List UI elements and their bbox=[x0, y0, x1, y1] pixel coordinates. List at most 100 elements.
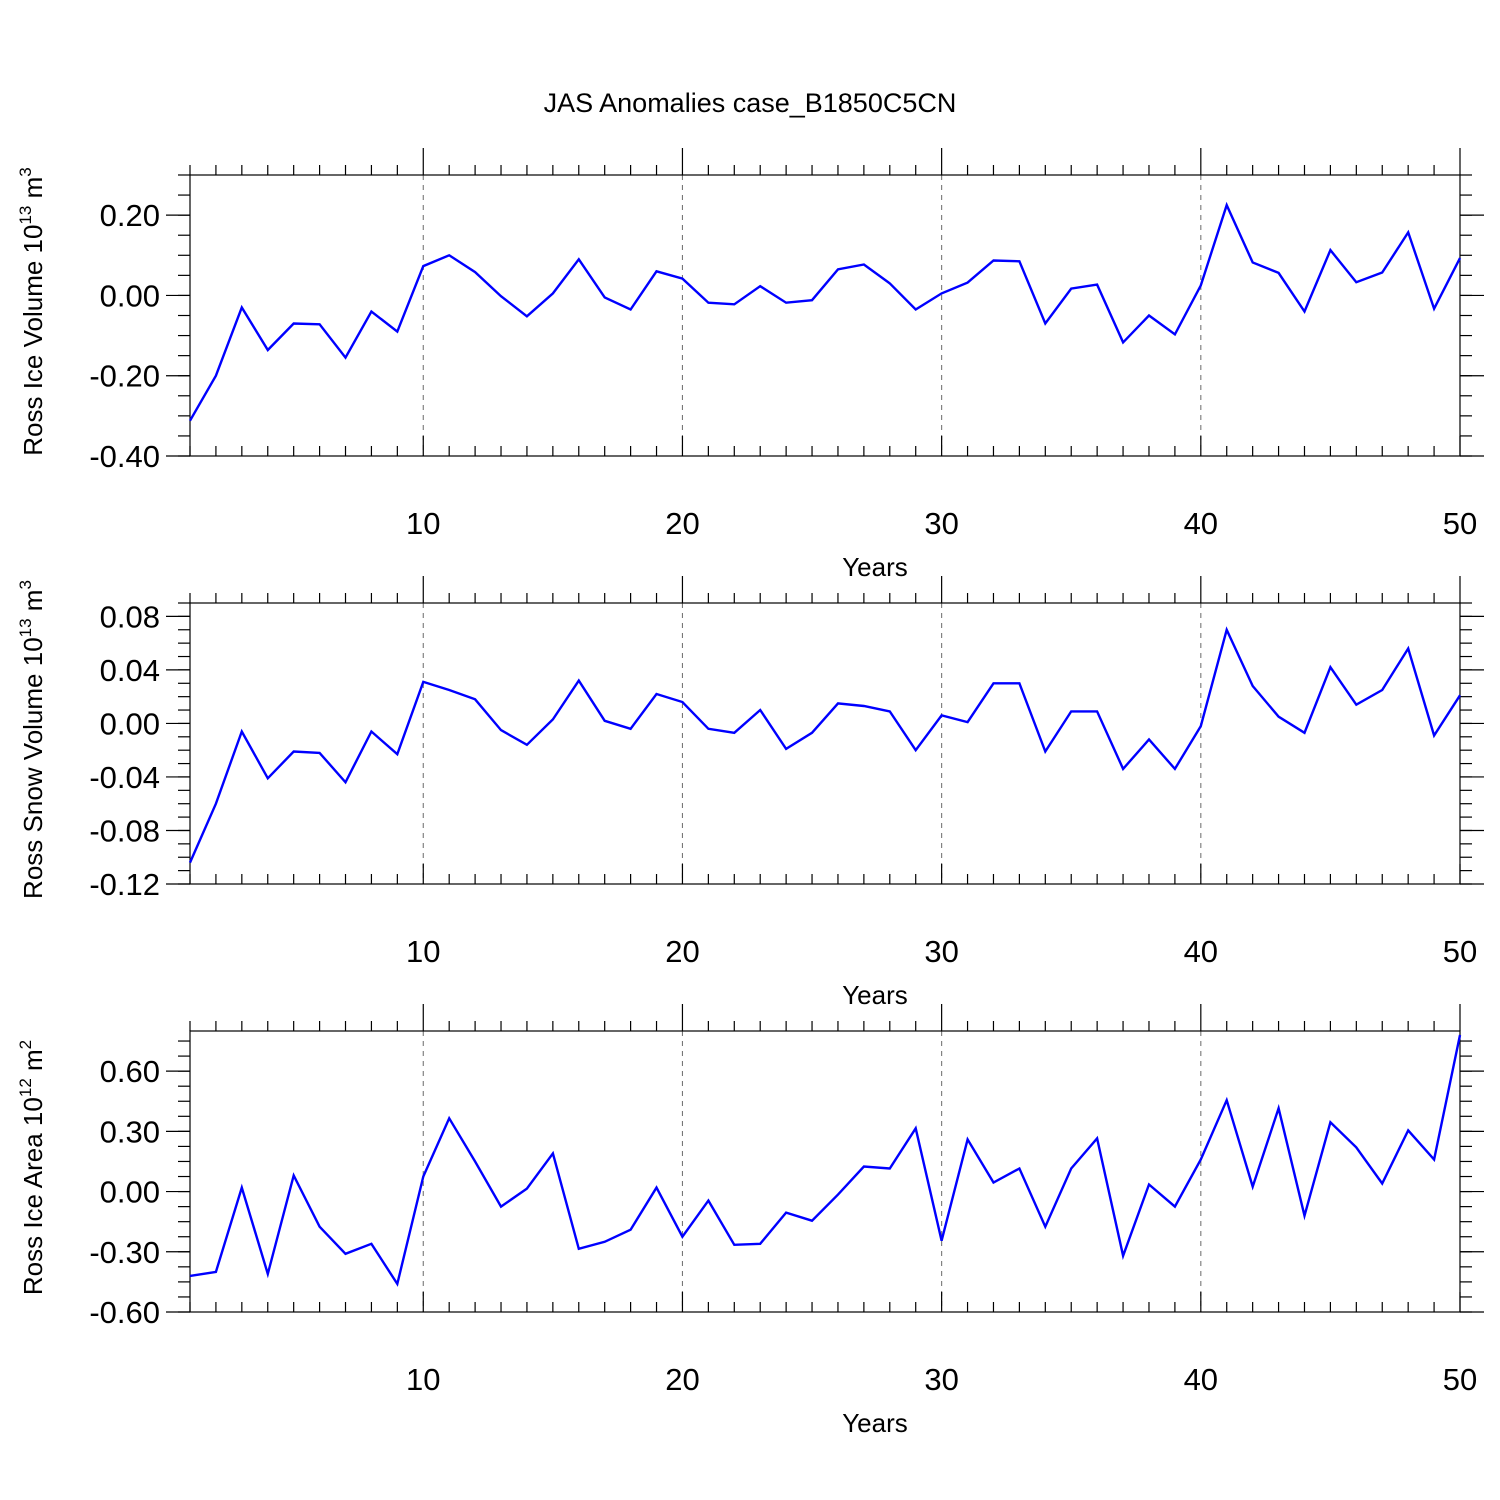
data-point bbox=[578, 1248, 580, 1250]
data-point bbox=[396, 1283, 398, 1285]
data-point bbox=[655, 1186, 657, 1188]
data-point bbox=[629, 1229, 631, 1231]
chart-panel-1: 10 20 30 40 50 -0.40 -0.20 0.00 0.20 Years Ross Ic… bbox=[16, 148, 1484, 582]
data-point bbox=[1018, 1167, 1020, 1169]
data-point bbox=[1381, 271, 1383, 273]
figure-title: JAS Anomalies case_B1850C5CN bbox=[544, 88, 957, 118]
data-point bbox=[915, 749, 917, 751]
data-point bbox=[1433, 734, 1435, 736]
data-point bbox=[448, 254, 450, 256]
data-point bbox=[552, 718, 554, 720]
data-point bbox=[1303, 1214, 1305, 1216]
data-point bbox=[1070, 287, 1072, 289]
data-point bbox=[785, 1211, 787, 1213]
data-point bbox=[578, 679, 580, 681]
data-point bbox=[1303, 732, 1305, 734]
data-point bbox=[448, 1117, 450, 1119]
data-point bbox=[189, 419, 191, 421]
data-point bbox=[396, 330, 398, 332]
data-point bbox=[733, 732, 735, 734]
data-point bbox=[474, 271, 476, 273]
y-tick-label: 0.04 bbox=[100, 653, 160, 688]
y-axis-label: Ross Ice Area 1012 m2 bbox=[16, 1040, 48, 1295]
x-axis-label: Years bbox=[842, 552, 908, 582]
y-axis-label-unit: m bbox=[18, 177, 48, 206]
data-point bbox=[629, 308, 631, 310]
data-point bbox=[1148, 314, 1150, 316]
data-point bbox=[1329, 666, 1331, 668]
data-point bbox=[1303, 310, 1305, 312]
data-point bbox=[655, 693, 657, 695]
y-tick-label: 0.30 bbox=[100, 1114, 160, 1149]
data-point bbox=[1459, 257, 1461, 259]
data-point bbox=[1381, 689, 1383, 691]
data-point bbox=[1251, 261, 1253, 263]
data-point bbox=[992, 1181, 994, 1183]
data-point bbox=[1381, 1182, 1383, 1184]
data-point bbox=[759, 709, 761, 711]
data-point bbox=[292, 750, 294, 752]
data-point bbox=[655, 270, 657, 272]
data-point bbox=[1044, 322, 1046, 324]
data-point bbox=[448, 689, 450, 691]
data-point bbox=[1251, 685, 1253, 687]
data-point bbox=[578, 258, 580, 260]
data-point bbox=[992, 682, 994, 684]
y-axis-label-unit-exponent: 2 bbox=[16, 1040, 35, 1049]
data-point bbox=[241, 306, 243, 308]
x-tick-label: 10 bbox=[406, 934, 440, 969]
plot-frame bbox=[189, 602, 1461, 885]
data-point bbox=[863, 1165, 865, 1167]
data-point bbox=[215, 375, 217, 377]
data-point bbox=[267, 777, 269, 779]
x-axis-label: Years bbox=[842, 1408, 908, 1438]
data-point bbox=[241, 730, 243, 732]
data-point bbox=[940, 292, 942, 294]
y-axis-label-text: Ross Ice Volume 10 bbox=[18, 225, 48, 456]
data-point bbox=[1407, 1129, 1409, 1131]
data-point bbox=[1407, 231, 1409, 233]
data-point bbox=[1277, 1107, 1279, 1109]
chart-panel-2: 10 20 30 40 50 -0.12 -0.08 -0.04 0.00 0.04 0.08 Yea… bbox=[16, 576, 1484, 1010]
data-point bbox=[889, 1167, 891, 1169]
data-point bbox=[1329, 1121, 1331, 1123]
x-tick-label: 10 bbox=[406, 1362, 440, 1397]
data-point bbox=[1459, 694, 1461, 696]
data-point bbox=[1226, 1099, 1228, 1101]
data-point bbox=[344, 1253, 346, 1255]
data-point bbox=[344, 781, 346, 783]
data-point bbox=[811, 1219, 813, 1221]
y-tick-label: 0.00 bbox=[100, 278, 160, 313]
data-point bbox=[1355, 1146, 1357, 1148]
data-point bbox=[1070, 710, 1072, 712]
data-point bbox=[1070, 1167, 1072, 1169]
data-point bbox=[500, 1205, 502, 1207]
data-point bbox=[1174, 768, 1176, 770]
data-point bbox=[1044, 1225, 1046, 1227]
data-point bbox=[1122, 768, 1124, 770]
data-point bbox=[1096, 283, 1098, 285]
data-point bbox=[837, 268, 839, 270]
x-tick-label: 50 bbox=[1443, 934, 1477, 969]
y-axis-label-exponent: 13 bbox=[16, 206, 35, 225]
data-point bbox=[1122, 341, 1124, 343]
data-point bbox=[1226, 629, 1228, 631]
series-line bbox=[189, 1034, 1462, 1287]
y-axis-label-exponent: 12 bbox=[16, 1078, 35, 1097]
y-axis-label-text: Ross Ice Area 10 bbox=[18, 1097, 48, 1295]
x-tick-label: 30 bbox=[924, 506, 958, 541]
x-tick-label: 50 bbox=[1443, 506, 1477, 541]
data-point bbox=[940, 1240, 942, 1242]
y-tick-label: -0.60 bbox=[89, 1295, 160, 1330]
data-point bbox=[1407, 647, 1409, 649]
y-axis-label-unit-exponent: 3 bbox=[16, 167, 35, 176]
data-point bbox=[889, 710, 891, 712]
data-point bbox=[267, 349, 269, 351]
data-point bbox=[837, 1193, 839, 1195]
data-point bbox=[1251, 1185, 1253, 1187]
data-point bbox=[215, 803, 217, 805]
data-point bbox=[1044, 750, 1046, 752]
data-point bbox=[966, 721, 968, 723]
data-point bbox=[1148, 738, 1150, 740]
data-point bbox=[759, 285, 761, 287]
